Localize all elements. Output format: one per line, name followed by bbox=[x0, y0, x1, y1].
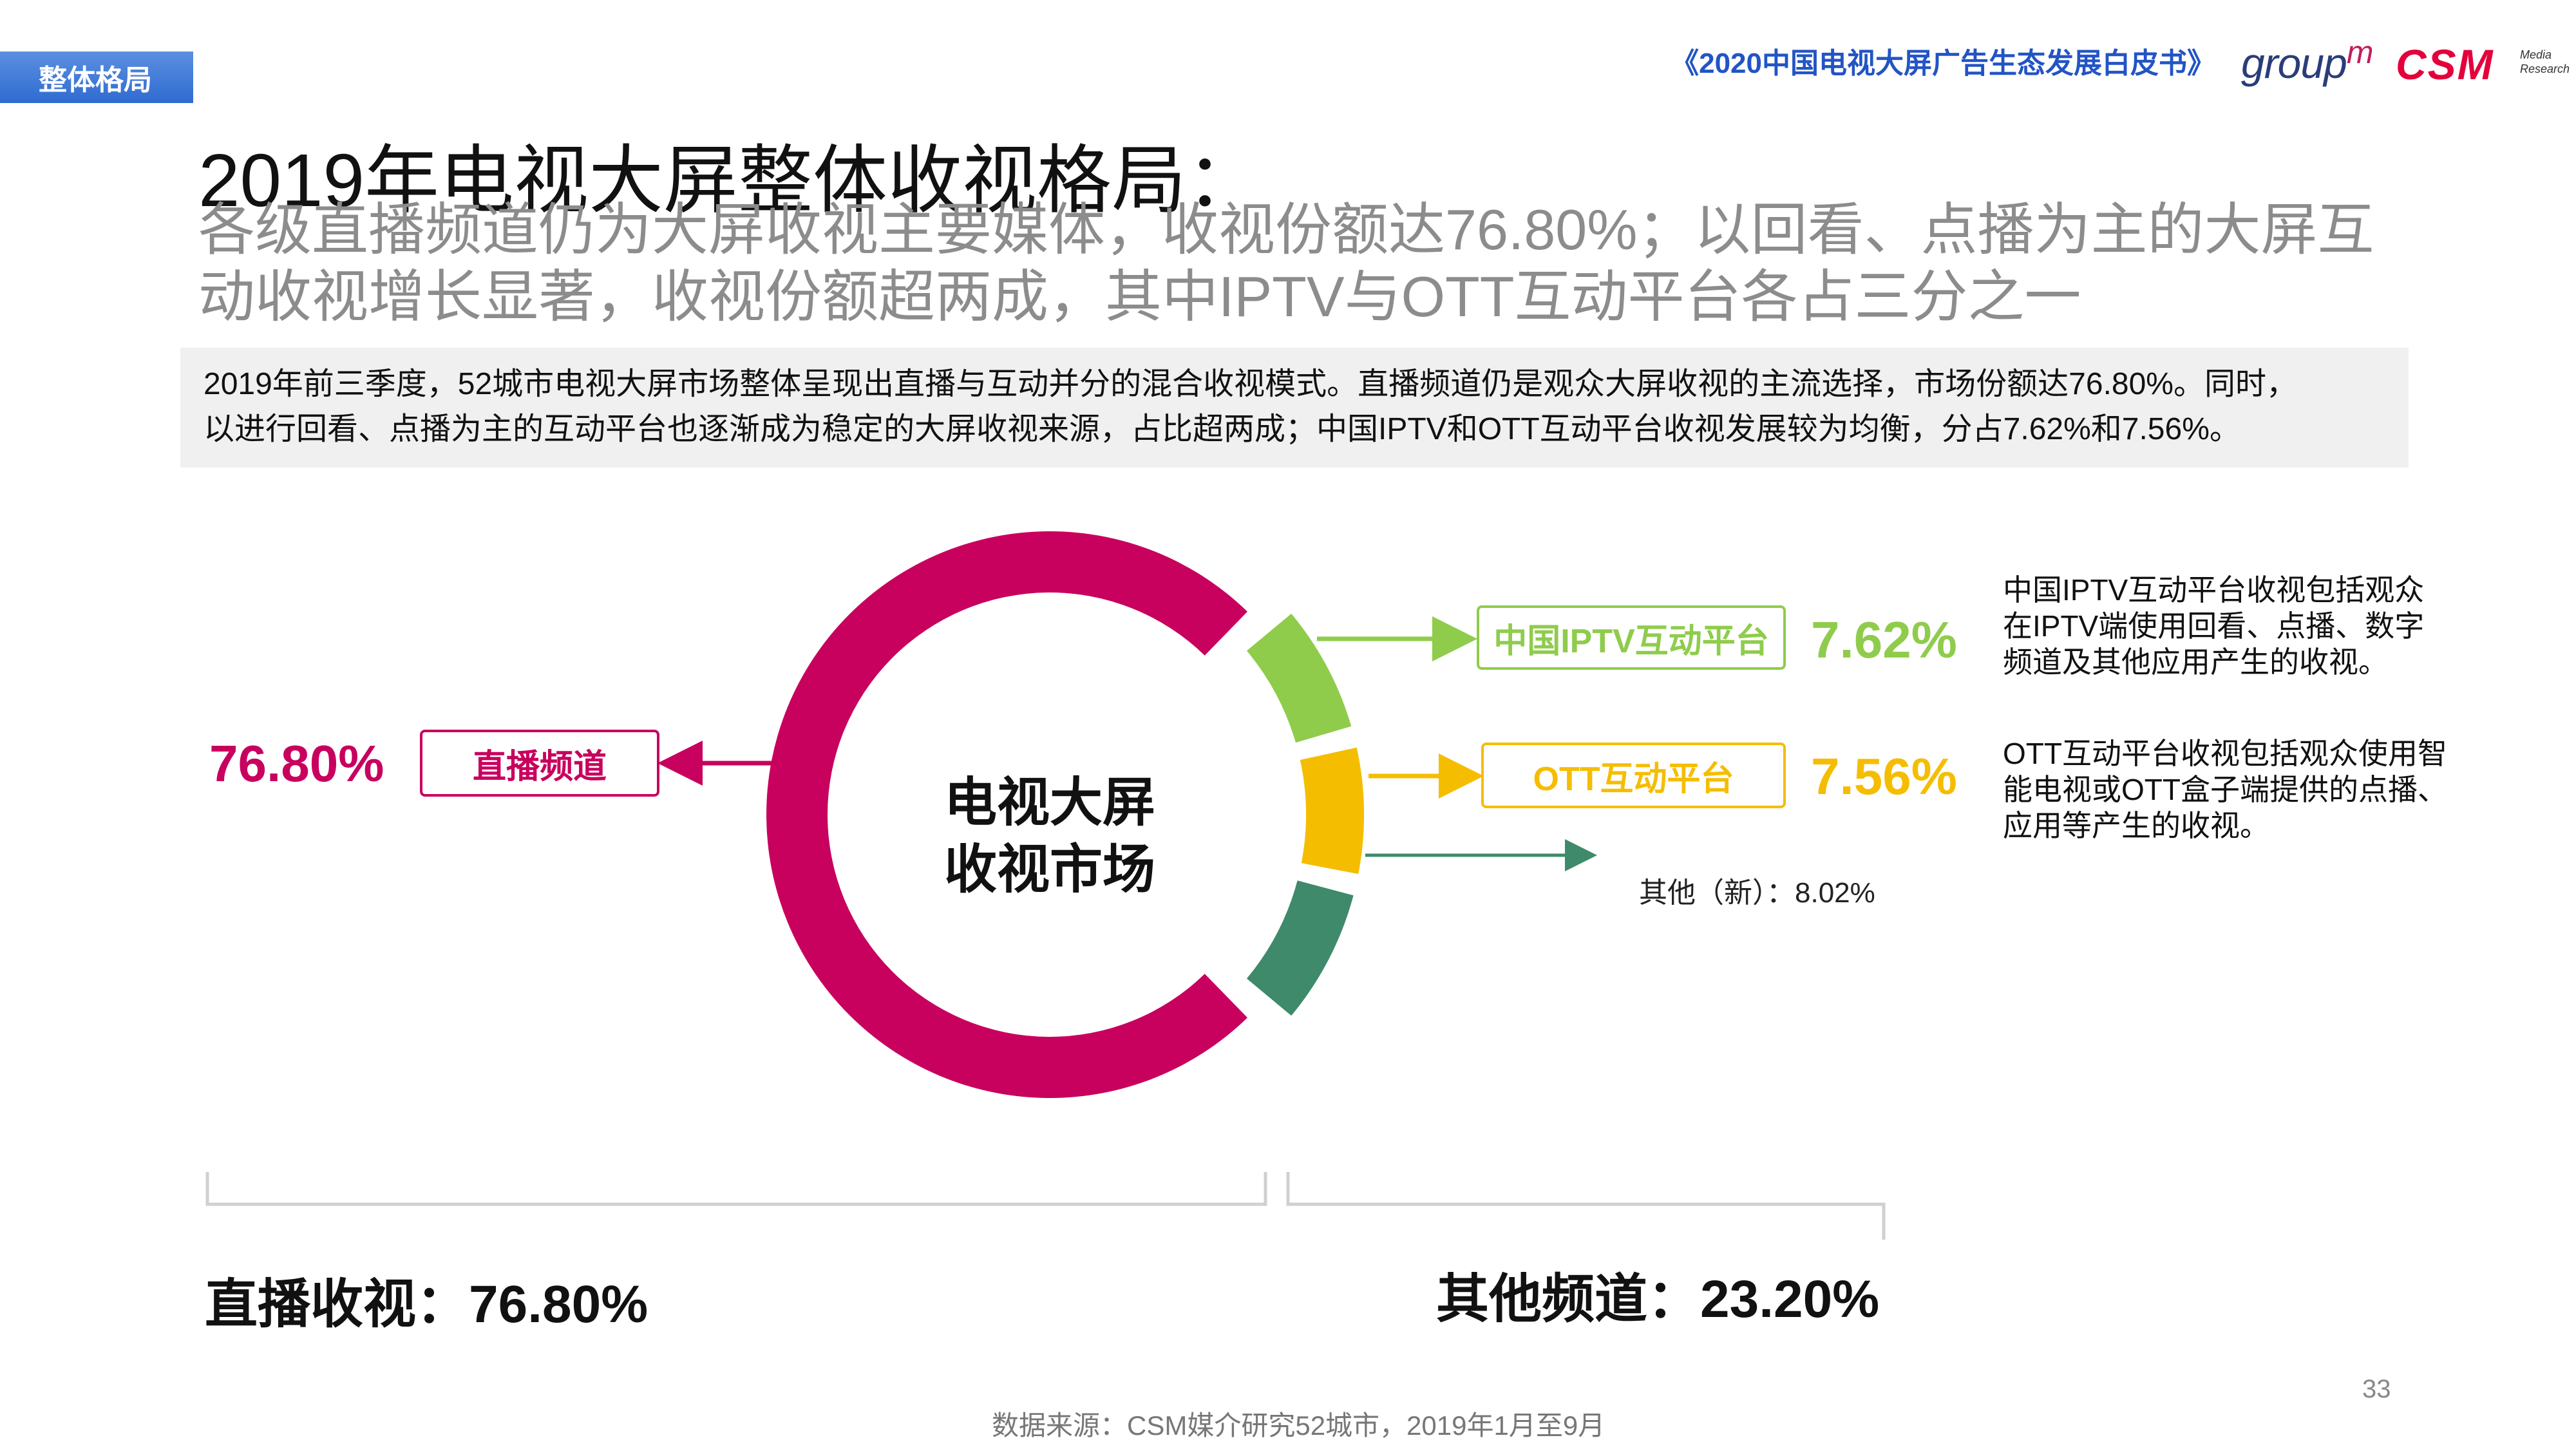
donut-center-line-1: 电视大屏 bbox=[943, 773, 1155, 832]
page-number: 33 bbox=[2362, 1375, 2391, 1403]
other-new-label: 其他（新）：8.02% bbox=[1639, 877, 1875, 909]
page-title: 2019年电视大屏整体收视格局： bbox=[198, 138, 1262, 222]
iptv-note: 中国IPTV互动平台收视包括观众在IPTV端使用回看、点播、数字频道及其他应用产… bbox=[2003, 573, 2425, 679]
summary-box: 2019年前三季度，52城市电视大屏市场整体呈现出直播与互动并分的混合收视模式。… bbox=[180, 348, 2409, 468]
groupm-logo-m: m bbox=[2346, 34, 2374, 70]
groupm-logo: groupm bbox=[2241, 33, 2374, 88]
bracket-right bbox=[1286, 1172, 1886, 1240]
page-subtitle: 各级直播频道仍为大屏收视主要媒体，收视份额达76.80%；以回看、点播为主的大屏… bbox=[198, 198, 2374, 328]
csm-logo-subtitle: Media Research bbox=[2520, 48, 2570, 76]
ott-platform-label: OTT互动平台 bbox=[1481, 743, 1786, 808]
csm-logo-sub2: Research bbox=[2520, 62, 2570, 75]
csm-logo-sub1: Media bbox=[2520, 48, 2552, 61]
live-total-label: 直播收视：76.80% bbox=[205, 1275, 649, 1334]
live-channel-label: 直播频道 bbox=[420, 730, 659, 797]
live-value-label: 76.80% bbox=[209, 735, 384, 792]
ott-note: OTT互动平台收视包括观众使用智能电视或OTT盒子端提供的点播、应用等产生的收视… bbox=[2003, 737, 2447, 842]
iptv-value-label: 7.62% bbox=[1811, 611, 1957, 668]
donut-slice-other bbox=[1246, 880, 1354, 1016]
donut-slice-iptv bbox=[1246, 613, 1352, 743]
summary-line-1: 2019年前三季度，52城市电视大屏市场整体呈现出直播与互动并分的混合收视模式。… bbox=[204, 367, 2297, 401]
bracket-left bbox=[205, 1172, 1267, 1206]
ott-value-label: 7.56% bbox=[1811, 748, 1957, 805]
data-source: 数据来源：CSM媒介研究52城市，2019年1月至9月 bbox=[992, 1410, 1605, 1441]
donut-center-line-2: 收视市场 bbox=[943, 840, 1155, 899]
donut-center-label: 电视大屏 收视市场 bbox=[921, 770, 1179, 904]
summary-line-2: 以进行回看、点播为主的互动平台也逐渐成为稳定的大屏收视来源，占比超两成；中国IP… bbox=[204, 412, 2240, 446]
donut-slice-live bbox=[766, 531, 1247, 1098]
groupm-logo-text: group bbox=[2241, 39, 2347, 87]
section-tag: 整体格局 bbox=[0, 52, 193, 103]
other-total-label: 其他频道：23.20% bbox=[1436, 1270, 1880, 1329]
donut-slice-ott bbox=[1300, 747, 1364, 875]
report-title: 《2020中国电视大屏广告生态发展白皮书》 bbox=[1671, 48, 2215, 79]
csm-logo: CSM bbox=[2396, 41, 2494, 88]
iptv-platform-label: 中国IPTV互动平台 bbox=[1477, 605, 1786, 670]
